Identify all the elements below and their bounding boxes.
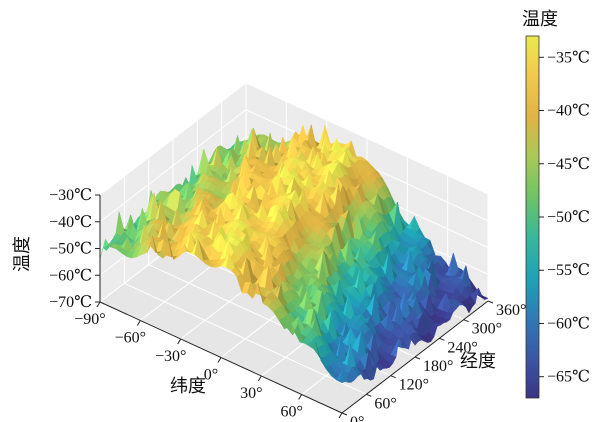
longitude-tick-label: 360°: [496, 302, 526, 319]
longitude-axis-ticks: 0° 60°120° 180° 240°300° 360°: [341, 300, 526, 422]
colorbar-bar: [525, 35, 540, 399]
colorbar-tick-label: −45℃: [547, 156, 590, 173]
latitude-tick-mark: [257, 375, 262, 382]
latitude-axis-ticks: −90°−60°−30°0°30°60°90°: [74, 301, 343, 421]
colorbar-ticks: −65℃ −60℃ −55℃ −50℃ −45℃ −40℃ −35℃: [539, 49, 590, 386]
latitude-tick-label: −30°: [155, 348, 186, 365]
latitude-tick-label: 60°: [280, 404, 302, 421]
longitude-tick-label: 60°: [374, 395, 396, 412]
colorbar: 温度 −65℃ −60℃ −55℃ −50℃ −45℃ −40℃ −35℃: [522, 9, 590, 399]
longitude-axis-label: 经度: [460, 351, 496, 371]
longitude-tick-label: 300°: [472, 321, 502, 338]
colorbar-tick-label: −55℃: [547, 262, 590, 279]
z-tick-label: −40℃: [49, 214, 92, 231]
longitude-tick-mark: [341, 412, 348, 416]
z-tick-label: −60℃: [49, 267, 92, 284]
longitude-tick-mark: [414, 356, 421, 360]
longitude-tick-mark: [487, 300, 494, 304]
longitude-tick-label: 240°: [447, 339, 477, 356]
latitude-tick-mark: [177, 338, 182, 345]
colorbar-tick-label: −60℃: [547, 315, 590, 332]
colorbar-title: 温度: [522, 9, 558, 29]
z-tick-label: −30℃: [49, 187, 92, 204]
grid-line: [124, 282, 367, 395]
longitude-tick-label: 0°: [350, 414, 364, 422]
latitude-tick-mark: [338, 412, 343, 419]
latitude-tick-mark: [96, 301, 101, 308]
longitude-tick-mark: [390, 375, 396, 379]
z-axis-label: 温度: [12, 236, 32, 272]
latitude-tick-mark: [136, 320, 141, 326]
latitude-axis-label: 纬度: [170, 376, 206, 396]
z-tick-label: −50℃: [49, 241, 92, 258]
surface: [99, 123, 489, 384]
latitude-tick-label: −60°: [115, 330, 146, 347]
colorbar-tick-label: −40℃: [547, 103, 590, 120]
surface-patch: [335, 379, 346, 384]
z-axis-ticks: −70℃ −60℃ −50℃ −40℃ −30℃: [49, 187, 100, 311]
latitude-tick-mark: [217, 357, 222, 363]
colorbar-tick-label: −35℃: [547, 49, 590, 66]
latitude-tick-label: −90°: [74, 311, 105, 328]
colorbar-tick-label: −50℃: [547, 209, 590, 226]
latitude-tick-label: 30°: [240, 385, 262, 402]
longitude-tick-mark: [439, 337, 445, 341]
longitude-tick-mark: [463, 319, 469, 323]
longitude-tick-mark: [366, 393, 372, 397]
longitude-tick-label: 120°: [399, 377, 429, 394]
latitude-tick-label: 0°: [204, 367, 218, 384]
z-tick-label: −70℃: [49, 294, 92, 311]
latitude-tick-mark: [298, 394, 303, 400]
longitude-tick-label: 180°: [423, 358, 453, 375]
colorbar-tick-label: −65℃: [547, 369, 590, 386]
